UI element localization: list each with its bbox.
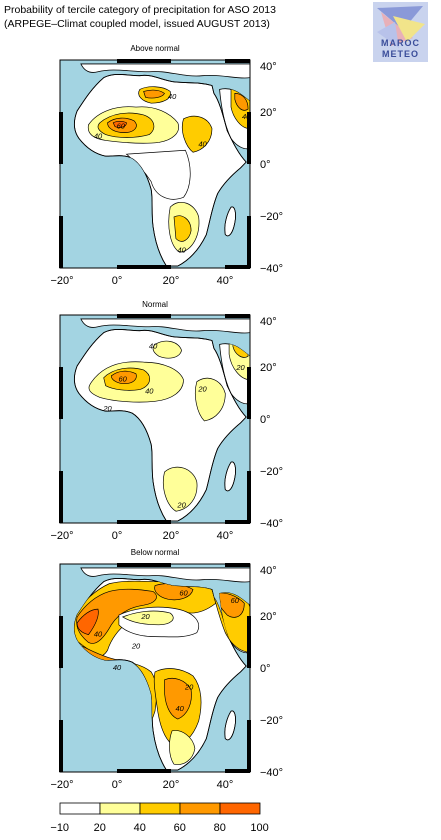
y-tick-label: 20° <box>260 107 277 119</box>
x-tick-label: 40° <box>217 530 234 542</box>
probability-contour-4 <box>112 120 127 128</box>
contour-label: 40 <box>242 112 251 121</box>
contour-label: 20 <box>102 404 112 413</box>
y-tick-label: 40° <box>260 61 277 73</box>
contour-label: 40 <box>94 630 103 639</box>
probability-area-2 <box>121 610 174 626</box>
probability-contour-11 <box>169 730 196 765</box>
x-tick-label: −20° <box>50 530 73 542</box>
y-tick-label: 20° <box>260 362 277 374</box>
colorbar-label: 100 <box>250 822 269 834</box>
map-layer: 60 40 40 40 40 40 <box>60 60 251 268</box>
y-tick-label: 40° <box>260 565 277 577</box>
x-tick-label: −20° <box>50 275 73 287</box>
map-subtitle: (ARPEGE–Climat coupled model, issued AUG… <box>4 18 270 30</box>
y-tick-label: 0° <box>260 663 271 675</box>
y-tick-label: −20° <box>260 715 283 727</box>
y-tick-label: −20° <box>260 466 283 478</box>
y-tick-label: −20° <box>260 211 283 223</box>
probability-contour-11 <box>173 215 192 242</box>
maroc-meteo-logo: MAROC METEO <box>373 2 428 62</box>
probability-contour-3 <box>76 608 99 636</box>
probability-contour-4 <box>152 340 182 359</box>
x-tick-label: 40° <box>217 779 234 791</box>
map-layer: 60 40 20 40 20 20 20 <box>60 315 250 523</box>
europe-land <box>80 63 250 79</box>
logo-text-1: MAROC <box>381 38 420 48</box>
colorbar-label: 40 <box>133 822 146 834</box>
contour-label: 20 <box>131 641 141 650</box>
panel-label-below: Below normal <box>130 548 180 557</box>
contour-label: 60 <box>231 596 240 605</box>
map-layer: 20 20 20 40 60 60 40 40 <box>60 564 250 772</box>
probability-contour-2 <box>76 588 157 644</box>
x-tick-label: 0° <box>112 779 123 791</box>
probability-contour-8 <box>163 466 198 512</box>
x-tick-label: −20° <box>50 779 73 791</box>
contour-label: 20 <box>235 363 245 372</box>
probability-contour-10 <box>164 677 192 720</box>
contour-label: 40 <box>198 139 207 148</box>
colorbar-swatch <box>139 802 181 815</box>
x-tick-label: 20° <box>163 275 180 287</box>
contour-label: 40 <box>113 663 122 672</box>
contour-label: 60 <box>117 122 126 131</box>
y-tick-label: −40° <box>260 767 283 779</box>
colorbar-swatch <box>219 802 261 815</box>
contour-label: 60 <box>119 375 128 384</box>
contour-label: 40 <box>145 386 154 395</box>
colorbar-label: 80 <box>213 822 226 834</box>
contour-label: 40 <box>149 341 158 350</box>
europe-land <box>80 318 250 334</box>
logo-text-2: METEO <box>381 49 419 59</box>
colorbar-swatch <box>59 802 101 815</box>
probability-contour-5 <box>194 377 226 422</box>
contour-label: 40 <box>94 131 103 140</box>
y-tick-label: −40° <box>260 263 283 275</box>
contour-label: 20 <box>184 683 194 692</box>
map-panel-below-normal: 20 20 20 40 60 60 40 40 −20° 0° 20° 40° 40° 20° 0° −20°… <box>50 563 283 791</box>
x-tick-label: 0° <box>112 275 123 287</box>
contour-label: 40 <box>177 245 186 254</box>
contour-label: 60 <box>179 588 188 597</box>
x-tick-label: 20° <box>163 779 180 791</box>
colorbar-label: −10 <box>50 822 70 834</box>
y-tick-label: −40° <box>260 518 283 530</box>
contour-label: 20 <box>197 385 207 394</box>
y-tick-label: 0° <box>260 159 271 171</box>
probability-contour-7 <box>181 115 213 153</box>
colorbar-swatch <box>179 802 221 815</box>
colorbar-swatch <box>99 802 141 815</box>
map-panel-normal: 60 40 20 40 20 20 20 −20° 0° 20° 40° 40° 20° 0° −20° −4… <box>50 314 283 542</box>
contour-label: 20 <box>176 500 186 509</box>
x-tick-label: 40° <box>217 275 234 287</box>
y-tick-label: 20° <box>260 611 277 623</box>
y-tick-label: 0° <box>260 414 271 426</box>
probability-contour-6 <box>143 89 165 99</box>
probability-contour-3 <box>110 370 137 385</box>
x-tick-label: 0° <box>112 530 123 542</box>
colorbar-label: 20 <box>93 822 106 834</box>
map-panel-above-normal: 60 40 40 40 40 40 −20° 0° 20° 40° 40° 20° 0° −20° −40° <box>50 59 283 287</box>
y-tick-label: 40° <box>260 316 277 328</box>
panel-label-normal: Normal <box>142 300 168 309</box>
contour-label: 20 <box>140 612 150 621</box>
x-tick-label: 20° <box>163 530 180 542</box>
colorbar-label: 60 <box>173 822 186 834</box>
probability-contour-9 <box>234 93 249 111</box>
colorbar <box>59 802 261 815</box>
contour-label: 40 <box>176 704 185 713</box>
panel-label-above: Above normal <box>130 44 180 53</box>
map-title: Probability of tercile category of preci… <box>4 4 276 16</box>
contour-label: 40 <box>168 92 177 101</box>
europe-land <box>80 567 250 583</box>
